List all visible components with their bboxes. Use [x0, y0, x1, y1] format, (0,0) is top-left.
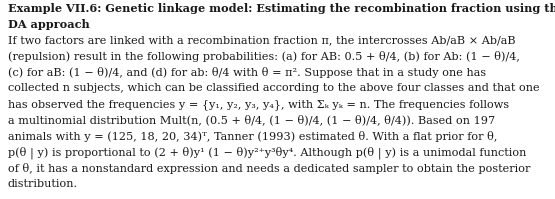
Text: collected n subjects, which can be classified according to the above four classe: collected n subjects, which can be class… [8, 83, 539, 93]
Text: Example VII.6: Genetic linkage model: Estimating the recombination fraction usin: Example VII.6: Genetic linkage model: Es… [8, 3, 555, 14]
Text: of θ, it has a nonstandard expression and needs a dedicated sampler to obtain th: of θ, it has a nonstandard expression an… [8, 163, 531, 174]
Text: DA approach: DA approach [8, 19, 90, 30]
Text: distribution.: distribution. [8, 179, 78, 189]
Text: If two factors are linked with a recombination fraction π, the intercrosses Ab/a: If two factors are linked with a recombi… [8, 35, 516, 45]
Text: (repulsion) result in the following probabilities: (a) for AB: 0.5 + θ/4, (b) fo: (repulsion) result in the following prob… [8, 51, 520, 62]
Text: a multinomial distribution Mult(n, (0.5 + θ/4, (1 − θ)/4, (1 − θ)/4, θ/4)). Base: a multinomial distribution Mult(n, (0.5 … [8, 115, 495, 126]
Text: has observed the frequencies y = {y₁, y₂, y₃, y₄}, with Σₖ yₖ = n. The frequenci: has observed the frequencies y = {y₁, y₂… [8, 99, 509, 110]
Text: (c) for aB: (1 − θ)/4, and (d) for ab: θ/4 with θ = π². Suppose that in a study : (c) for aB: (1 − θ)/4, and (d) for ab: θ… [8, 67, 486, 78]
Text: p(θ | y) is proportional to (2 + θ)y¹ (1 − θ)y²⁺y³θy⁴. Although p(θ | y) is a un: p(θ | y) is proportional to (2 + θ)y¹ (1… [8, 147, 526, 159]
Text: animals with y = (125, 18, 20, 34)ᵀ, Tanner (1993) estimated θ. With a flat prio: animals with y = (125, 18, 20, 34)ᵀ, Tan… [8, 131, 497, 142]
